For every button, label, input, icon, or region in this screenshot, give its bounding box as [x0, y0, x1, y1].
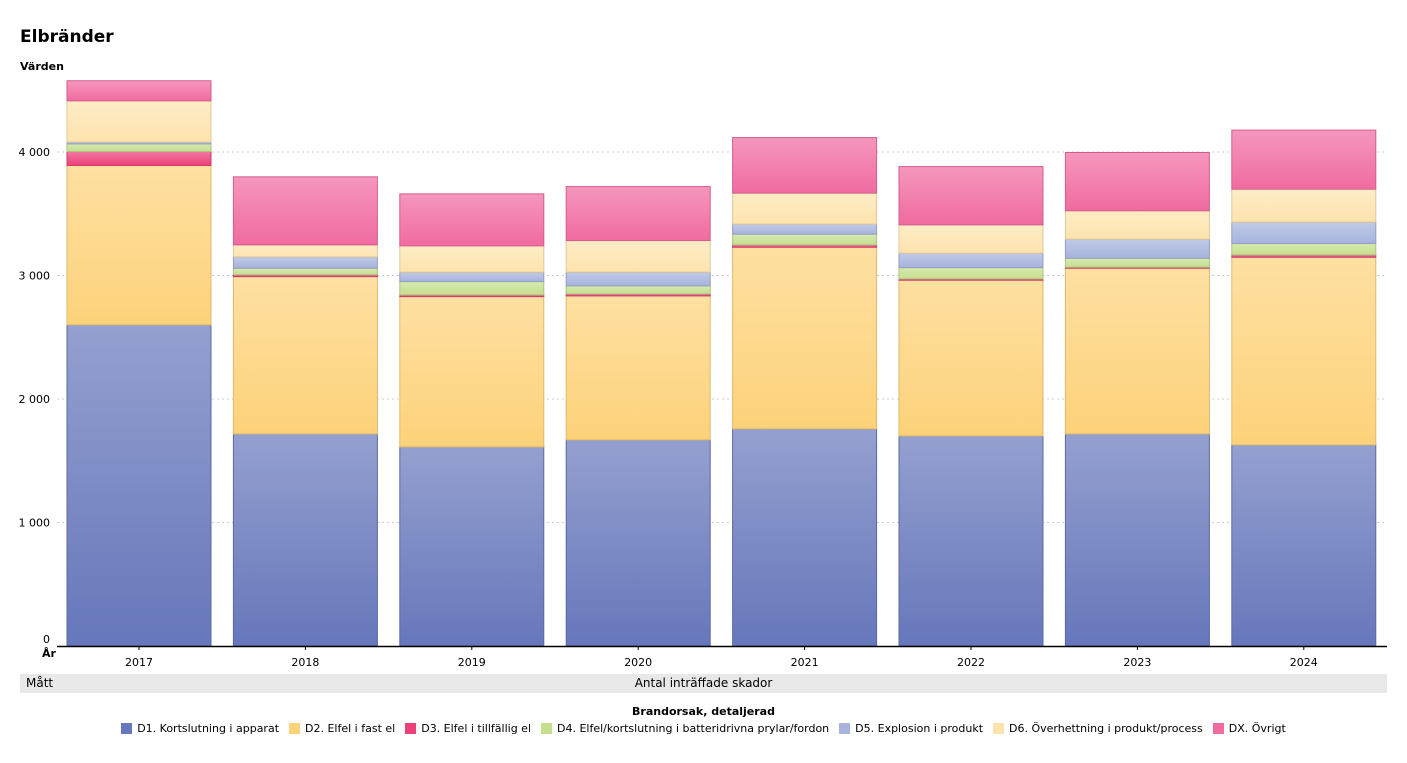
bar-segment[interactable] — [898, 252, 1044, 269]
bar-segment[interactable] — [565, 295, 711, 441]
bar-segment[interactable] — [66, 151, 212, 166]
bar-segment[interactable] — [1064, 267, 1210, 435]
legend-label: DX. Övrigt — [1228, 722, 1286, 735]
legend-label: D2. Elfel i fast el — [305, 722, 396, 735]
bar-segment[interactable] — [232, 267, 378, 276]
bar-segment[interactable] — [66, 324, 212, 647]
legend-item[interactable]: D1. Kortslutning i apparat — [121, 722, 279, 735]
legend-item[interactable]: D4. Elfel/kortslutning i batteridrivna p… — [541, 722, 829, 735]
x-tick-label: 2023 — [1123, 656, 1151, 669]
bar-segment[interactable] — [399, 271, 545, 283]
bar-segment[interactable] — [232, 256, 378, 269]
bar-segment[interactable] — [1231, 129, 1377, 190]
x-tick-label: 2019 — [458, 656, 486, 669]
bar-segment[interactable] — [732, 233, 878, 246]
legend-label: D6. Överhettning i produkt/process — [1009, 722, 1203, 735]
legend-swatch — [993, 723, 1005, 734]
bar-segment[interactable] — [399, 446, 545, 647]
bar-segment[interactable] — [1064, 433, 1210, 647]
x-tick-label: 2022 — [957, 656, 985, 669]
legend-swatch — [121, 723, 133, 734]
stacked-bar-chart: 0 1 000 2 000 3 000 4 000 2017 2018 2019 2020 202… — [19, 80, 1387, 669]
chart-title: Elbränder — [20, 27, 114, 47]
x-tick-label: 2021 — [791, 656, 819, 669]
legend: D1. Kortslutning i apparat D2. Elfel i fa… — [0, 722, 1407, 735]
legend-item[interactable]: D5. Explosion i produkt — [839, 722, 983, 735]
bar-segment[interactable] — [66, 100, 212, 143]
y-tick-label: 1 000 — [19, 517, 51, 530]
x-tick-label: 2020 — [624, 656, 652, 669]
legend-swatch — [289, 723, 301, 734]
legend-label: D3. Elfel i tillfällig el — [421, 722, 531, 735]
bar-segment[interactable] — [1231, 243, 1377, 256]
legend-swatch — [541, 723, 552, 734]
bar-segment[interactable] — [232, 176, 378, 246]
legend-item[interactable]: D2. Elfel i fast el — [289, 722, 395, 735]
legend-swatch — [405, 723, 417, 734]
y-tick-label: 4 000 — [19, 146, 51, 159]
bar-segment[interactable] — [66, 143, 212, 153]
bar-segment[interactable] — [898, 224, 1044, 254]
bar-segment[interactable] — [66, 80, 212, 102]
legend-item[interactable]: D6. Överhettning i produkt/process — [993, 722, 1203, 735]
bar-segment[interactable] — [232, 244, 378, 258]
y-tick-label: 3 000 — [19, 270, 51, 283]
bar-segment[interactable] — [399, 193, 545, 247]
bar-segment[interactable] — [1064, 210, 1210, 240]
bar-segment[interactable] — [232, 276, 378, 435]
bar-segment[interactable] — [732, 246, 878, 430]
y-tick-label: 0 — [43, 633, 50, 646]
bar-segment[interactable] — [898, 435, 1044, 647]
measure-row: Mått Antal inträffade skador — [20, 674, 1387, 693]
bar-segment[interactable] — [1064, 257, 1210, 268]
bar-segment[interactable] — [565, 240, 711, 273]
bar-segment[interactable] — [1231, 256, 1377, 446]
bar-segment[interactable] — [232, 433, 378, 647]
legend-title: Brandorsak, detaljerad — [632, 705, 775, 718]
bar-segment[interactable] — [399, 296, 545, 448]
legend-swatch — [1212, 723, 1224, 734]
bar-segment[interactable] — [1231, 188, 1377, 223]
bar-segment[interactable] — [399, 281, 545, 296]
bar-segment[interactable] — [1064, 151, 1210, 212]
measure-value: Antal inträffade skador — [634, 676, 773, 690]
x-tick-label: 2018 — [291, 656, 319, 669]
bar-segment[interactable] — [565, 285, 711, 295]
bar-segment[interactable] — [898, 279, 1044, 437]
bar-segment[interactable] — [898, 267, 1044, 280]
bar-segment[interactable] — [1231, 444, 1377, 647]
bar-segment[interactable] — [898, 166, 1044, 226]
y-axis-label: Värden — [20, 60, 64, 73]
legend-swatch — [839, 723, 851, 734]
x-tick-label: 2024 — [1290, 656, 1318, 669]
bar-segment[interactable] — [1231, 221, 1377, 245]
legend-label: D1. Kortslutning i apparat — [137, 722, 280, 735]
legend-label: D4. Elfel/kortslutning i batteridrivna p… — [557, 722, 830, 735]
bar-segment[interactable] — [732, 428, 878, 647]
bar-segment[interactable] — [565, 271, 711, 287]
bar-segment[interactable] — [565, 439, 711, 647]
bar-segment[interactable] — [565, 186, 711, 242]
bar-segment[interactable] — [66, 164, 212, 326]
legend-item[interactable]: DX. Övrigt — [1212, 722, 1286, 735]
bar-segment[interactable] — [732, 192, 878, 225]
bar-segment[interactable] — [732, 223, 878, 235]
legend-item[interactable]: D3. Elfel i tillfällig el — [405, 722, 531, 735]
x-tick-label: 2017 — [125, 656, 153, 669]
x-axis-label: År — [42, 647, 57, 660]
measure-label: Mått — [26, 676, 54, 690]
legend-label: D5. Explosion i produkt — [855, 722, 984, 735]
bar-segment[interactable] — [1064, 238, 1210, 259]
bar-segment[interactable] — [399, 245, 545, 273]
bar-segment[interactable] — [732, 137, 878, 194]
y-tick-label: 2 000 — [19, 393, 51, 406]
